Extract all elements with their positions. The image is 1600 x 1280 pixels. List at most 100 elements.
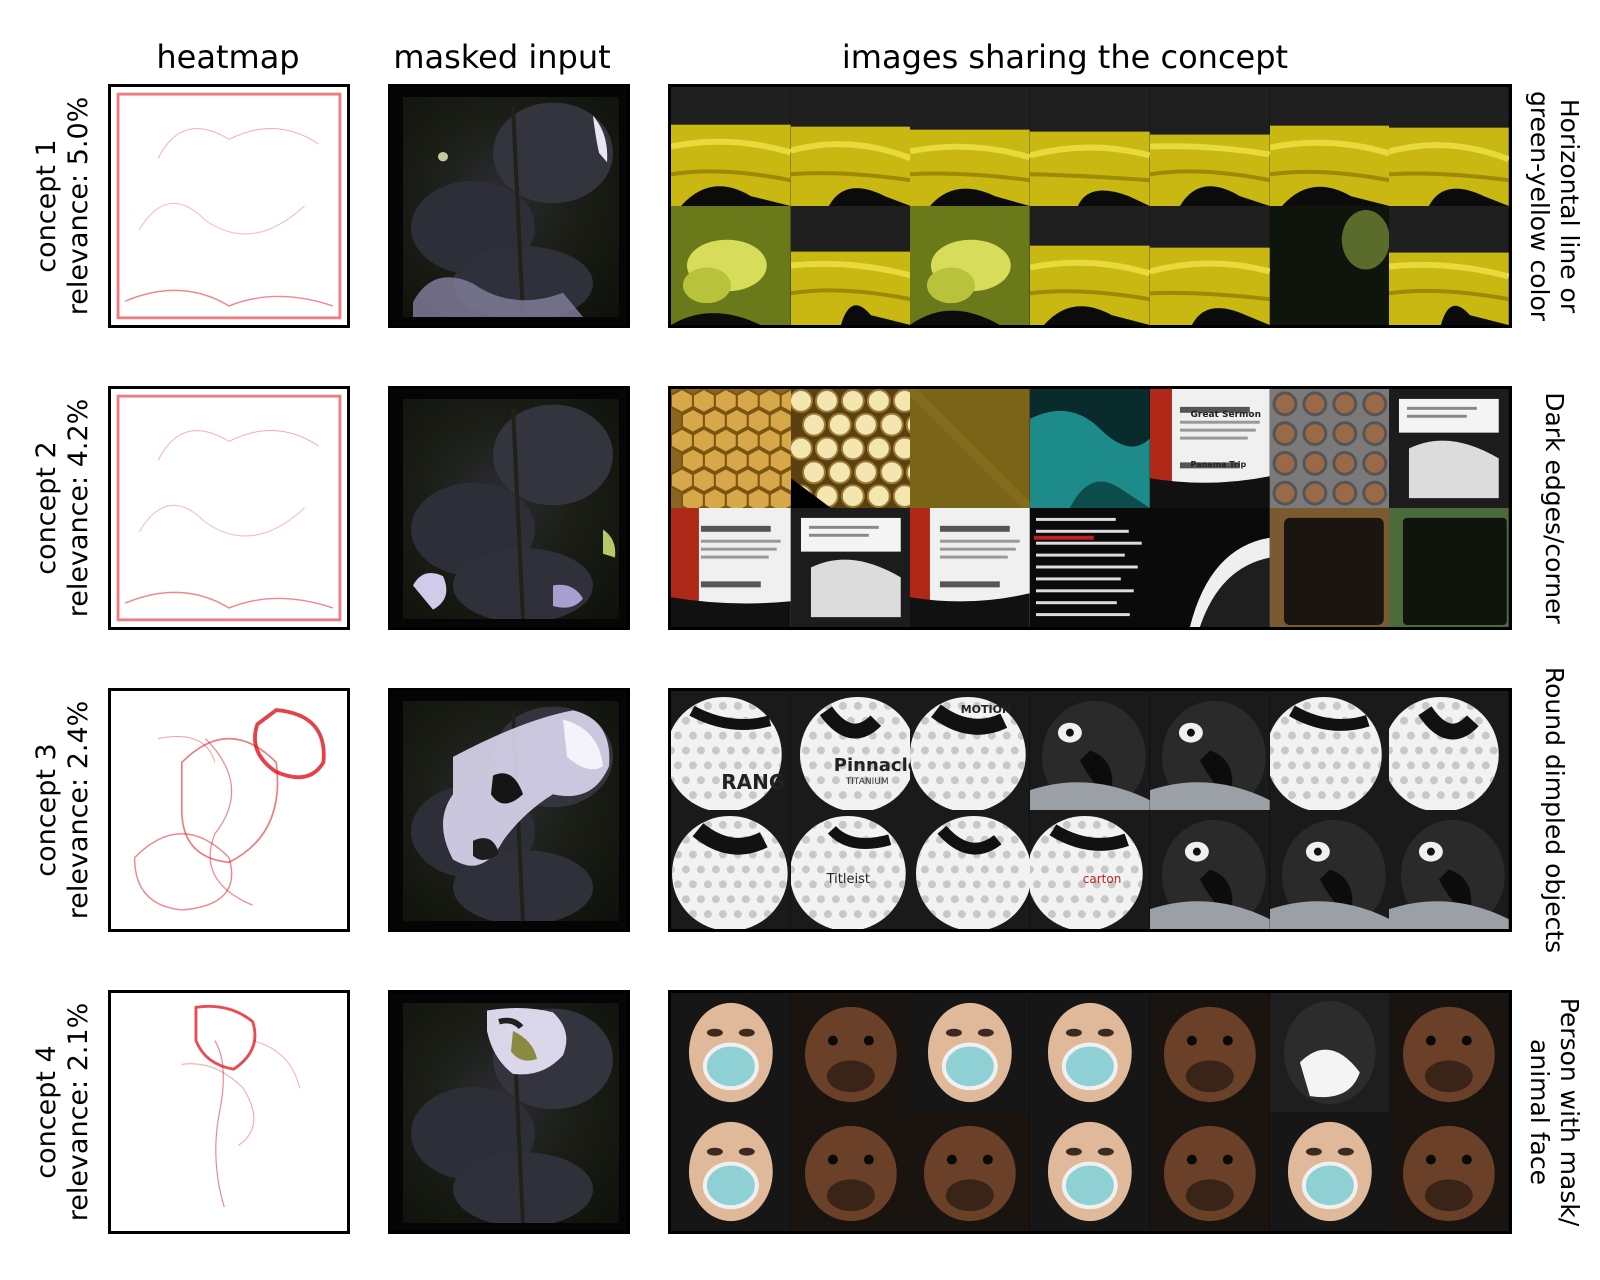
concept-name: concept 1 [31, 139, 62, 273]
concept-name: concept 2 [31, 441, 62, 575]
concept-image-grid [668, 990, 1512, 1234]
concept-label-text: concept 4 relevance: 2.1% [31, 1003, 95, 1222]
concept-image-golf-ball [1389, 691, 1509, 810]
concept-relevance: relevance: 2.1% [63, 1002, 94, 1222]
concept-image-yellow-flower [671, 206, 791, 325]
concept-image-document [671, 508, 791, 627]
heatmap-panel [108, 84, 350, 328]
concept-image-dark-corner [1149, 508, 1270, 627]
masked-flower-image [403, 1003, 619, 1223]
concept-image-yellow-field [671, 87, 791, 206]
tile-text: Great Sermon [1190, 410, 1261, 421]
edge-heatmap-icon [111, 87, 347, 325]
concept-label: concept 1 relevance: 5.0% [28, 84, 98, 328]
concept-image-face-mask [671, 993, 791, 1112]
concept-image-teal [1030, 389, 1150, 508]
concept-image-dark-doc [790, 508, 911, 627]
heatmap-panel [108, 386, 350, 630]
tile-text: TITANIUM [845, 776, 889, 787]
concept-image-face-mask [671, 1112, 791, 1231]
concept-image-yellow-flower [910, 206, 1031, 325]
concept-image-golf-ball: Titleist [790, 810, 911, 929]
concept-image-green-dark [1389, 508, 1509, 627]
concept-image-animal-face [1389, 1112, 1509, 1231]
concept-image-golf-ball: MOTION [910, 691, 1031, 810]
concept-description-text: Round dimpled objects [1539, 667, 1569, 953]
concept-image-yellow-field [1389, 206, 1509, 325]
concept-image-animal-face [910, 1112, 1031, 1231]
concept-description-line: Horizontal line or [1555, 98, 1584, 314]
masked-flower-image [403, 701, 619, 921]
concept-image-yellow-field [790, 87, 911, 206]
concept-description: Dark edges/corner [1518, 386, 1590, 630]
concept-image-document: Great Sermon Panama Trip [1149, 389, 1270, 508]
concept-relevance: relevance: 2.4% [63, 700, 94, 920]
tile-text: MOTION [960, 702, 1012, 716]
concept-image-brown-dark [1269, 508, 1390, 627]
concept-image-yellow-field [1149, 206, 1270, 325]
concept-name: concept 3 [31, 743, 62, 877]
concept-image-face-mask [910, 993, 1031, 1112]
concept-image-dark-green [1269, 206, 1390, 325]
masked-input-panel [388, 386, 630, 630]
concept-image-yellow-field [1149, 87, 1270, 206]
concept-image-grid [668, 84, 1512, 328]
concept-image-parrot [1389, 810, 1509, 929]
concept-description-line: Person with mask/ [1555, 997, 1584, 1227]
tile-text: Titleist [826, 871, 870, 887]
concept-label: concept 2 relevance: 4.2% [28, 386, 98, 630]
edge-heatmap-icon [111, 389, 347, 627]
images-column-title: images sharing the concept [841, 38, 1289, 76]
concept-image-golf-ball: PinnacleTITANIUM [790, 691, 911, 810]
concept-image-yellow-field [910, 87, 1031, 206]
masked-flower-image [403, 399, 619, 619]
concept-image-animal-face [790, 993, 911, 1112]
tile-text: Pinnacle [833, 755, 911, 777]
concept-image-dimples-grid [1269, 389, 1390, 508]
concept-image-animal-face [1149, 1112, 1270, 1231]
concept-relevance: relevance: 4.2% [63, 398, 94, 618]
flower-heatmap-icon [111, 691, 347, 929]
concept-label-text: concept 3 relevance: 2.4% [31, 701, 95, 920]
concept-image-face-mask [1269, 1112, 1390, 1231]
concept-image-yellow-field [1389, 87, 1509, 206]
concept-image-grid: RANG PinnacleTITANIUM MOTION [668, 688, 1512, 932]
masked-input-panel [388, 990, 630, 1234]
concept-label-text: concept 1 relevance: 5.0% [31, 97, 95, 316]
concept-description-text: Person with mask/animal face [1524, 998, 1584, 1227]
concept-image-yellow-field [1030, 87, 1150, 206]
concept-description-line: Dark edges/corner [1540, 392, 1569, 624]
concept-name: concept 4 [31, 1045, 62, 1179]
concept-image-dark-text [1030, 508, 1150, 627]
concept-label-text: concept 2 relevance: 4.2% [31, 399, 95, 618]
tile-text: carton [1082, 871, 1122, 886]
heatmap-panel [108, 990, 350, 1234]
concept-image-yellow-field [1269, 87, 1390, 206]
concept-image-grid: Great Sermon Panama Trip [668, 386, 1512, 630]
concept-image-yellow-field [790, 206, 911, 325]
concept-description: Person with mask/animal face [1518, 990, 1590, 1234]
concept-description-line: animal face [1525, 1039, 1554, 1185]
concept-image-golf-ball [1269, 691, 1390, 810]
concept-image-animal-face [1149, 993, 1270, 1112]
concept-description: Round dimpled objects [1518, 667, 1590, 953]
concept-description-text: Horizontal line or green-yellow color [1524, 91, 1584, 321]
concept-relevance: relevance: 5.0% [63, 96, 94, 316]
concept-image-parrot [1030, 691, 1150, 810]
concept-image-golf-ball: RANG [671, 691, 791, 810]
concept-image-face-mask [1030, 993, 1150, 1112]
concept-image-golf-ball [910, 810, 1031, 929]
concept-image-golf-ball: carton [1030, 810, 1150, 929]
stamen-heatmap-icon [111, 993, 347, 1231]
concept-image-parrot [1149, 810, 1270, 929]
tile-text: RANG [721, 769, 786, 794]
heatmap-panel [108, 688, 350, 932]
concept-image-golf-ball [671, 810, 791, 929]
concept-description-text: Dark edges/corner [1539, 392, 1569, 624]
concept-description: Horizontal line or green-yellow color [1518, 84, 1590, 328]
concept-image-animal-face [790, 1112, 911, 1231]
concept-image-parrot [1269, 810, 1390, 929]
concept-label: concept 4 relevance: 2.1% [28, 990, 98, 1234]
tile-text: Panama Trip [1190, 460, 1247, 470]
concept-label: concept 3 relevance: 2.4% [28, 688, 98, 932]
